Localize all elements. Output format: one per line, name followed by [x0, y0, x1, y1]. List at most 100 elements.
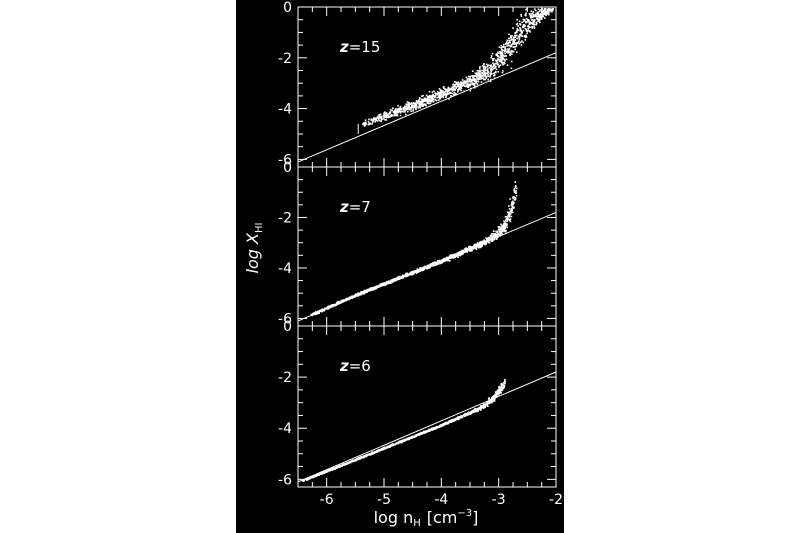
scatter-point: [366, 291, 368, 293]
scatter-point: [498, 46, 501, 48]
scatter-point: [452, 256, 454, 259]
scatter-point: [411, 103, 413, 105]
scatter-point: [404, 439, 406, 442]
scatter-point: [542, 9, 545, 12]
scatter-point: [477, 246, 480, 249]
scatter-point: [460, 89, 462, 92]
scatter-point: [418, 97, 421, 99]
scatter-point: [523, 26, 525, 28]
scatter-point: [452, 83, 455, 86]
scatter-point: [515, 187, 518, 190]
scatter-point: [525, 18, 528, 20]
scatter-point: [418, 101, 421, 104]
scatter-point: [512, 200, 514, 203]
scatter-point: [508, 48, 511, 50]
scatter-point: [444, 423, 446, 425]
scatter-point: [478, 76, 480, 78]
scatter-point: [379, 116, 382, 118]
scatter-point: [445, 95, 448, 97]
scatter-point: [464, 80, 466, 82]
scatter-point: [310, 313, 313, 316]
scatter-point: [407, 437, 409, 440]
scatter-point: [449, 260, 451, 262]
scatter-point: [452, 254, 455, 257]
scatter-point: [427, 102, 430, 105]
scatter-point: [434, 426, 437, 429]
scatter-point: [407, 438, 410, 441]
scatter-point: [509, 210, 512, 212]
scatter-point: [412, 106, 415, 109]
scatter-point: [478, 243, 480, 245]
scatter-point: [510, 208, 513, 211]
scatter-point: [373, 451, 376, 453]
scatter-point: [445, 94, 448, 97]
scatter-point: [551, 10, 553, 13]
scatter-point: [331, 305, 334, 308]
scatter-point: [511, 206, 514, 208]
scatter-point: [490, 71, 493, 73]
scatter-point: [370, 288, 372, 290]
scatter-point: [333, 303, 336, 306]
scatter-point: [334, 467, 337, 469]
scatter-point: [520, 41, 522, 43]
scatter-point: [466, 413, 468, 416]
scatter-point: [439, 93, 441, 95]
x-tick-label: -4: [434, 492, 448, 508]
scatter-point: [434, 99, 436, 101]
scatter-point: [405, 272, 407, 275]
scatter-point: [314, 311, 317, 313]
scatter-point: [504, 47, 506, 50]
scatter-point: [480, 406, 482, 408]
scatter-point: [508, 216, 511, 218]
scatter-point: [500, 223, 502, 226]
scatter-point: [412, 108, 415, 111]
scatter-point: [497, 71, 499, 73]
scatter-point: [444, 92, 446, 95]
scatter-point: [515, 45, 518, 48]
scatter-point: [506, 39, 509, 42]
scatter-point: [442, 259, 444, 261]
scatter-point: [521, 35, 523, 37]
scatter-point: [467, 86, 470, 88]
scatter-point: [480, 242, 482, 244]
scatter-point: [481, 65, 484, 67]
scatter-point: [314, 474, 316, 477]
scatter-point: [431, 97, 433, 99]
y-tick-label: -4: [278, 261, 292, 277]
scatter-point: [490, 239, 492, 242]
scatter-point: [500, 47, 503, 49]
scatter-point: [541, 10, 543, 13]
scatter-point: [370, 118, 373, 120]
reference-line: [297, 371, 557, 483]
scatter-point: [367, 290, 369, 292]
scatter-point: [548, 10, 550, 12]
scatter-point: [511, 35, 513, 37]
scatter-point: [335, 303, 338, 306]
scatter-point: [419, 267, 421, 269]
scatter-point: [368, 118, 370, 121]
scatter-point: [496, 55, 499, 57]
scatter-point: [412, 105, 414, 108]
scatter-point: [496, 230, 499, 233]
scatter-point: [416, 105, 418, 107]
scatter-point: [336, 466, 339, 469]
scatter-point: [339, 465, 342, 468]
scatter-point: [468, 75, 470, 78]
scatter-point: [406, 107, 409, 110]
scatter-point: [484, 405, 487, 408]
scatter-point: [431, 93, 434, 96]
scatter-point: [330, 304, 333, 306]
scatter-point: [357, 458, 359, 460]
scatter-point: [386, 116, 389, 118]
scatter-point: [396, 110, 398, 113]
scatter-point: [505, 55, 507, 57]
scatter-point: [499, 59, 501, 61]
scatter-point: [338, 465, 341, 468]
scatter-point: [390, 445, 393, 447]
scatter-point: [397, 104, 399, 107]
scatter-point: [469, 248, 471, 250]
scatter-point: [517, 35, 520, 38]
scatter-point: [493, 235, 496, 238]
scatter-point: [457, 418, 459, 421]
scatter-point: [345, 463, 347, 465]
